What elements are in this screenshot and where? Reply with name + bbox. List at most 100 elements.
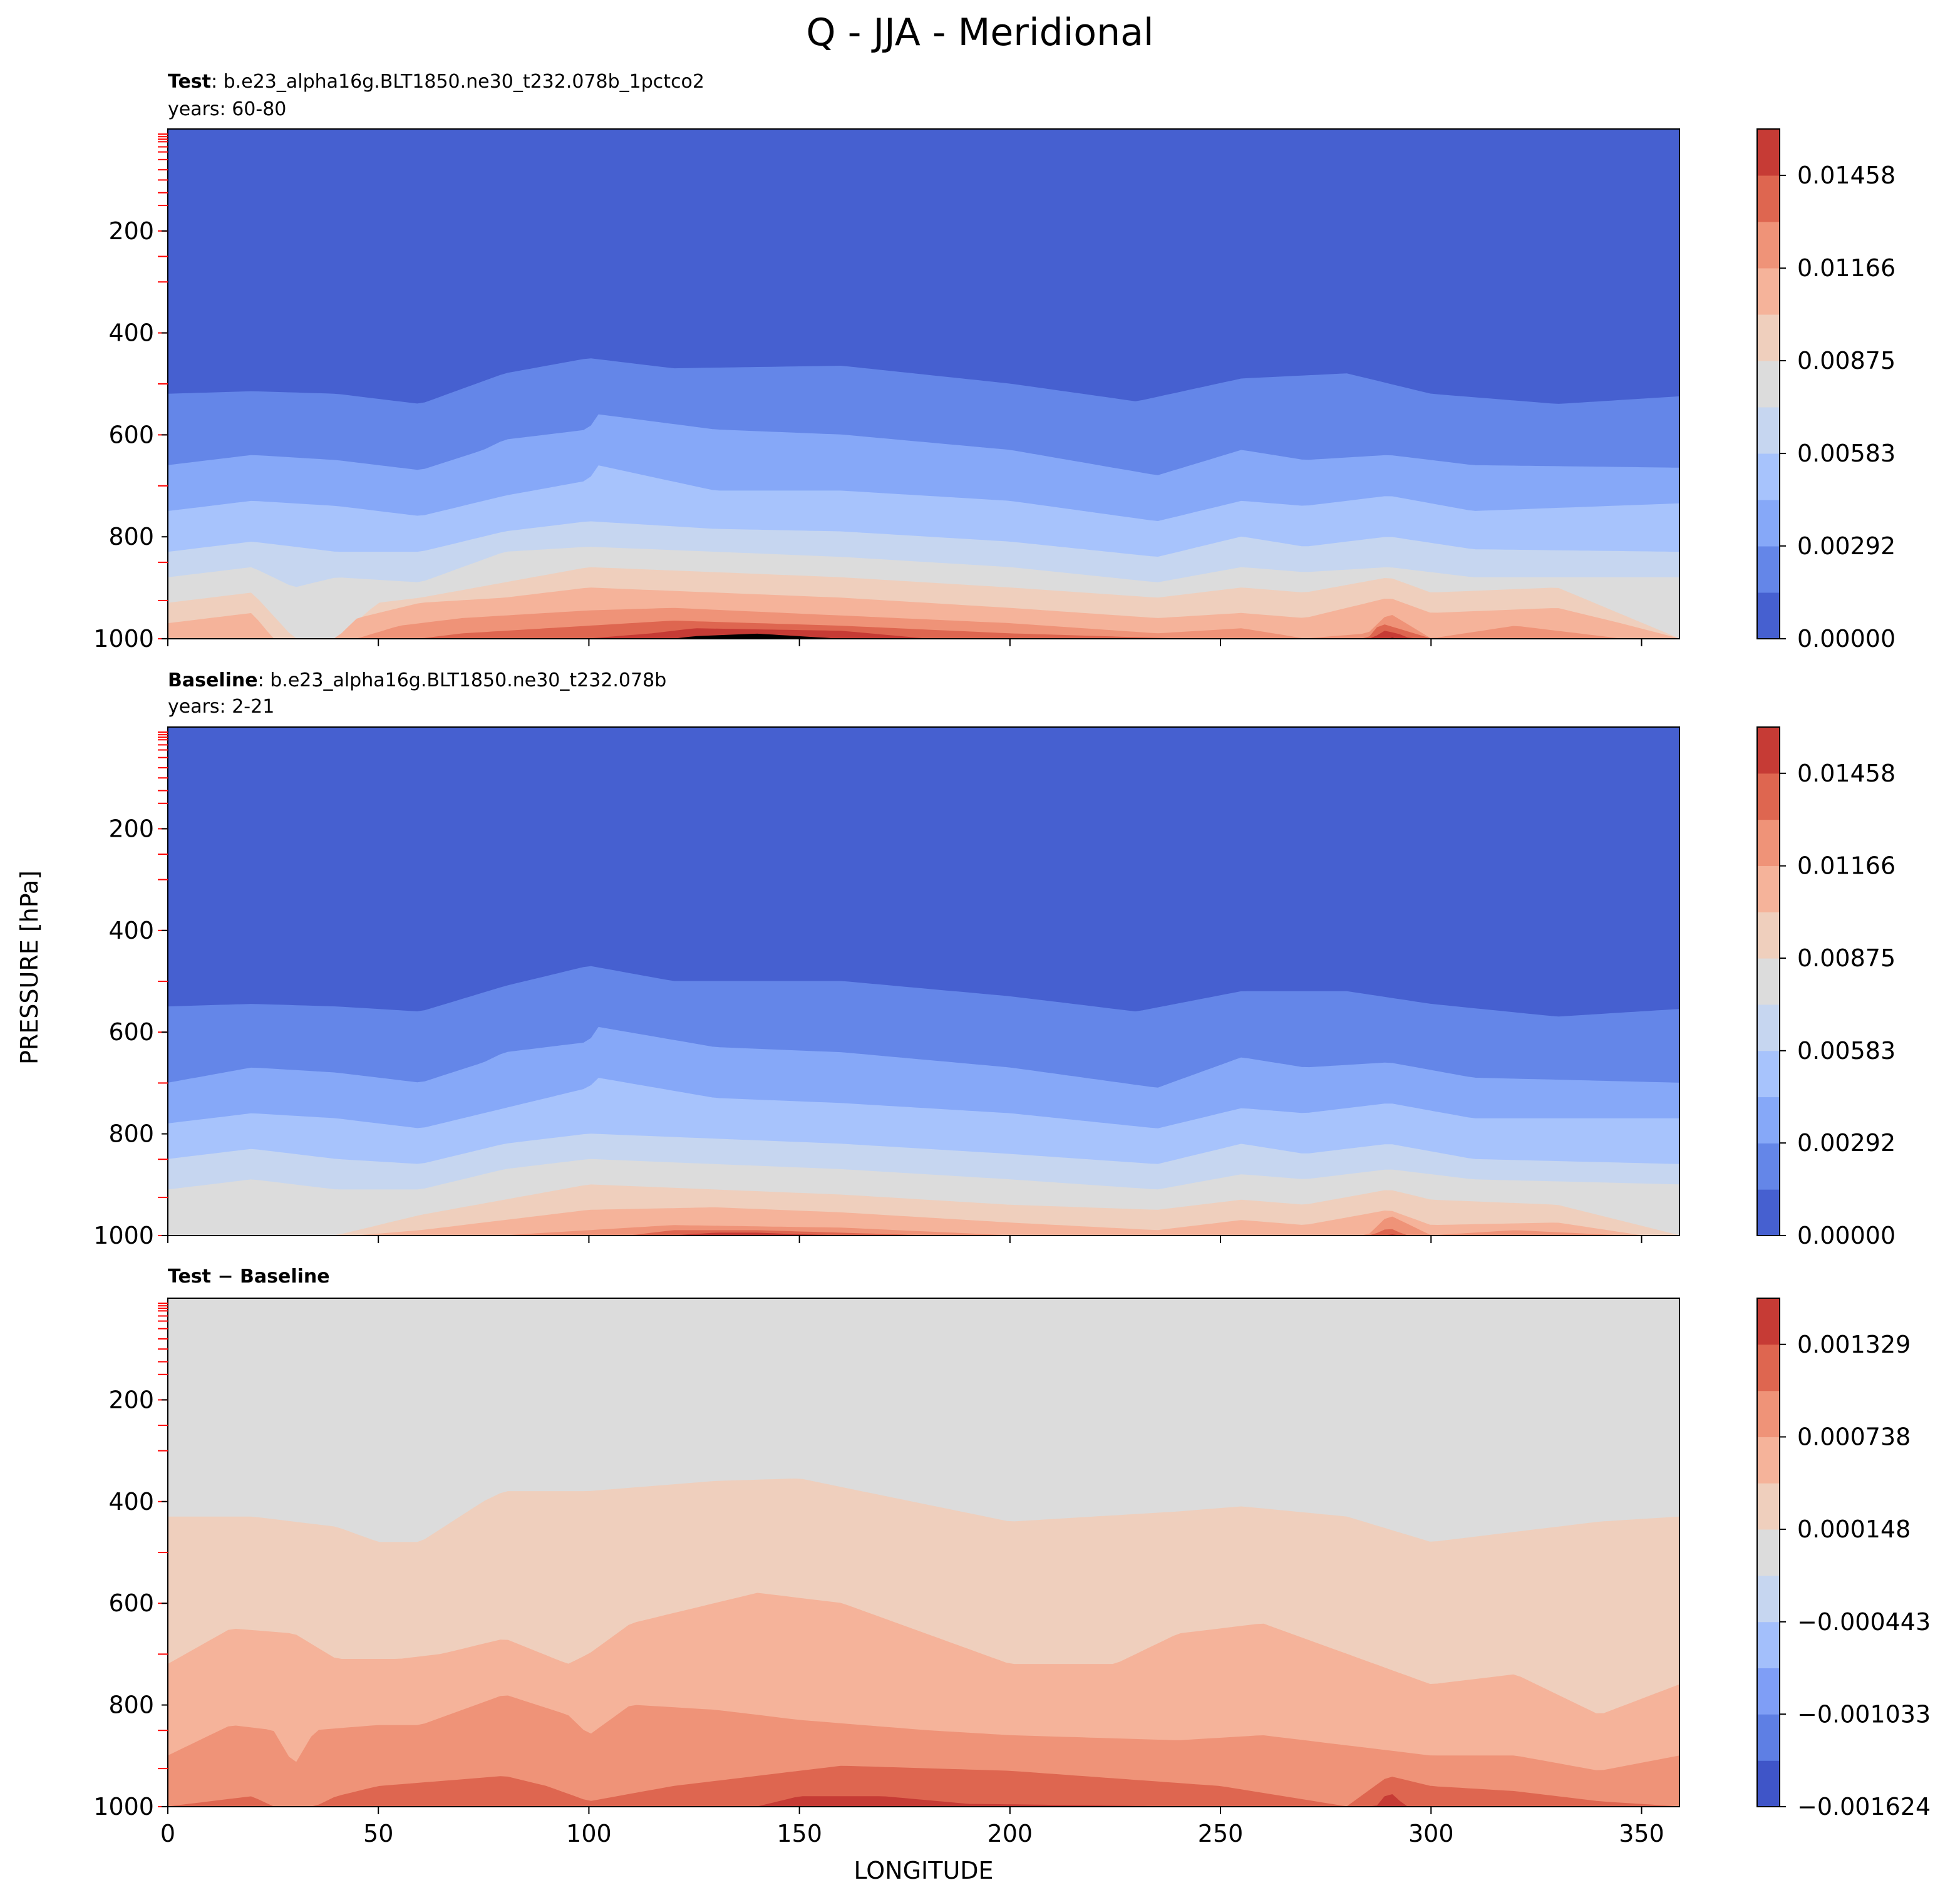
colorbar-tick-label: 0.00000: [1797, 1222, 1896, 1249]
colorbar-tick-label: 0.00875: [1797, 944, 1896, 972]
contour-band: [168, 1765, 1679, 1807]
test-panel: Test: b.e23_alpha16g.BLT1850.ne30_t232.0…: [93, 71, 1896, 653]
x-tick-label: 150: [776, 1820, 822, 1847]
contour-fill: [168, 727, 1679, 1236]
colorbar-tick-label: 0.01458: [1797, 760, 1896, 787]
colorbar-tick-label: −0.000443: [1797, 1608, 1931, 1636]
colorbar-segment: [1757, 175, 1780, 222]
x-tick-label: 250: [1198, 1820, 1244, 1847]
panel-title-rest: : b.e23_alpha16g.BLT1850.ne30_t232.078b_…: [211, 71, 704, 93]
panel-title-bold: Test: [168, 71, 211, 93]
colorbar-segment: [1757, 1437, 1780, 1484]
y-tick-label: 800: [108, 1691, 154, 1719]
contour-band: [168, 1695, 1679, 1807]
contour-fill: [168, 129, 1679, 639]
colorbar-segment: [1757, 361, 1780, 408]
baseline-panel: Baseline: b.e23_alpha16g.BLT1850.ne30_t2…: [93, 669, 1896, 1249]
x-tick-label: 50: [363, 1820, 393, 1847]
panel-title-bold: Baseline: [168, 669, 258, 691]
panel-title-bold: Test − Baseline: [168, 1266, 330, 1288]
colorbar-segment: [1757, 1189, 1780, 1236]
colorbar-segment: [1757, 1621, 1780, 1668]
colorbar-segment: [1757, 129, 1780, 176]
colorbar-segment: [1757, 1004, 1780, 1051]
y-tick-label: 200: [108, 217, 154, 245]
panel-title: Baseline: b.e23_alpha16g.BLT1850.ne30_t2…: [168, 669, 666, 691]
x-tick-label: 0: [160, 1820, 175, 1847]
colorbar-segment: [1757, 1483, 1780, 1530]
colorbar-segment: [1757, 1576, 1780, 1623]
colorbar-tick-label: 0.001329: [1797, 1331, 1911, 1358]
colorbar-segment: [1757, 1668, 1780, 1715]
x-tick-label: 100: [566, 1820, 612, 1847]
colorbar-tick-label: 0.00000: [1797, 625, 1896, 653]
colorbar-segment: [1757, 865, 1780, 912]
y-tick-label: 800: [108, 523, 154, 550]
colorbar-segment: [1757, 500, 1780, 547]
y-axis-label: PRESSURE [hPa]: [16, 870, 43, 1065]
colorbar-tick-label: 0.01166: [1797, 254, 1896, 282]
y-tick-label: 1000: [93, 1793, 154, 1820]
colorbar-segment: [1757, 1390, 1780, 1437]
colorbar-tick-label: 0.01458: [1797, 162, 1896, 189]
colorbar-tick-label: 0.000738: [1797, 1423, 1911, 1451]
panel-subtitle: years: 2-21: [168, 696, 274, 718]
colorbar-segment: [1757, 958, 1780, 1005]
panel-subtitle: years: 60-80: [168, 98, 286, 120]
panel-title-rest: : b.e23_alpha16g.BLT1850.ne30_t232.078b: [258, 669, 667, 691]
colorbar-segment: [1757, 314, 1780, 361]
y-tick-label: 600: [108, 421, 154, 448]
colorbar-segment: [1757, 1298, 1780, 1345]
y-tick-label: 200: [108, 815, 154, 842]
colorbar-segment: [1757, 1097, 1780, 1144]
colorbar: −0.001624 −0.001033 −0.000443 0.000148 0.000…: [1756, 1298, 1931, 1820]
x-tick-label: 350: [1619, 1820, 1664, 1847]
contour-band: [168, 1794, 1679, 1807]
colorbar: 0.00000 0.00292 0.00583 0.00875 0.01166 0.014…: [1756, 726, 1896, 1249]
colorbar-segment: [1757, 1760, 1780, 1807]
colorbar-tick-label: −0.001033: [1797, 1700, 1931, 1728]
colorbar-tick-label: 0.01166: [1797, 852, 1896, 880]
colorbar-segment: [1757, 1529, 1780, 1576]
colorbar-tick-label: 0.00875: [1797, 347, 1896, 374]
x-tick-label: 200: [988, 1820, 1033, 1847]
figure-title: Q - JJA - Meridional: [806, 11, 1153, 54]
y-tick-label: 800: [108, 1120, 154, 1148]
colorbar-segment: [1757, 1143, 1780, 1190]
colorbar-segment: [1757, 268, 1780, 315]
y-tick-label: 400: [108, 319, 154, 347]
y-tick-label: 400: [108, 1488, 154, 1515]
colorbar-tick-label: 0.00583: [1797, 440, 1896, 467]
colorbar-segment: [1757, 912, 1780, 959]
colorbar-segment: [1757, 773, 1780, 820]
y-tick-label: 1000: [93, 1222, 154, 1249]
colorbar-tick-label: 0.00292: [1797, 1129, 1896, 1157]
x-axis-label: LONGITUDE: [854, 1857, 993, 1884]
colorbar-segment: [1757, 1050, 1780, 1098]
contour-band: [168, 1216, 1679, 1236]
colorbar-segment: [1757, 1344, 1780, 1391]
colorbar-tick-label: 0.000148: [1797, 1515, 1911, 1543]
y-tick-label: 600: [108, 1018, 154, 1046]
colorbar-tick-label: −0.001624: [1797, 1793, 1931, 1820]
y-tick-label: 1000: [93, 625, 154, 653]
y-tick-label: 400: [108, 917, 154, 944]
colorbar-tick-label: 0.00292: [1797, 532, 1896, 560]
contour-band: [168, 1207, 1679, 1236]
colorbar-frame: [1756, 726, 1780, 1236]
colorbar-segment: [1757, 819, 1780, 866]
colorbar: 0.00000 0.00292 0.00583 0.00875 0.01166 0.014…: [1756, 128, 1896, 653]
colorbar-segment: [1757, 453, 1780, 500]
x-tick-label: 300: [1408, 1820, 1454, 1847]
colorbar-segment: [1757, 407, 1780, 454]
colorbar-segment: [1757, 727, 1780, 774]
contour-fill: [168, 1298, 1679, 1807]
y-tick-label: 600: [108, 1589, 154, 1617]
panel-title: Test − Baseline: [168, 1266, 330, 1288]
colorbar-segment: [1757, 546, 1780, 593]
y-tick-label: 200: [108, 1386, 154, 1413]
colorbar-tick-label: 0.00583: [1797, 1037, 1896, 1065]
colorbar-segment: [1757, 592, 1780, 639]
